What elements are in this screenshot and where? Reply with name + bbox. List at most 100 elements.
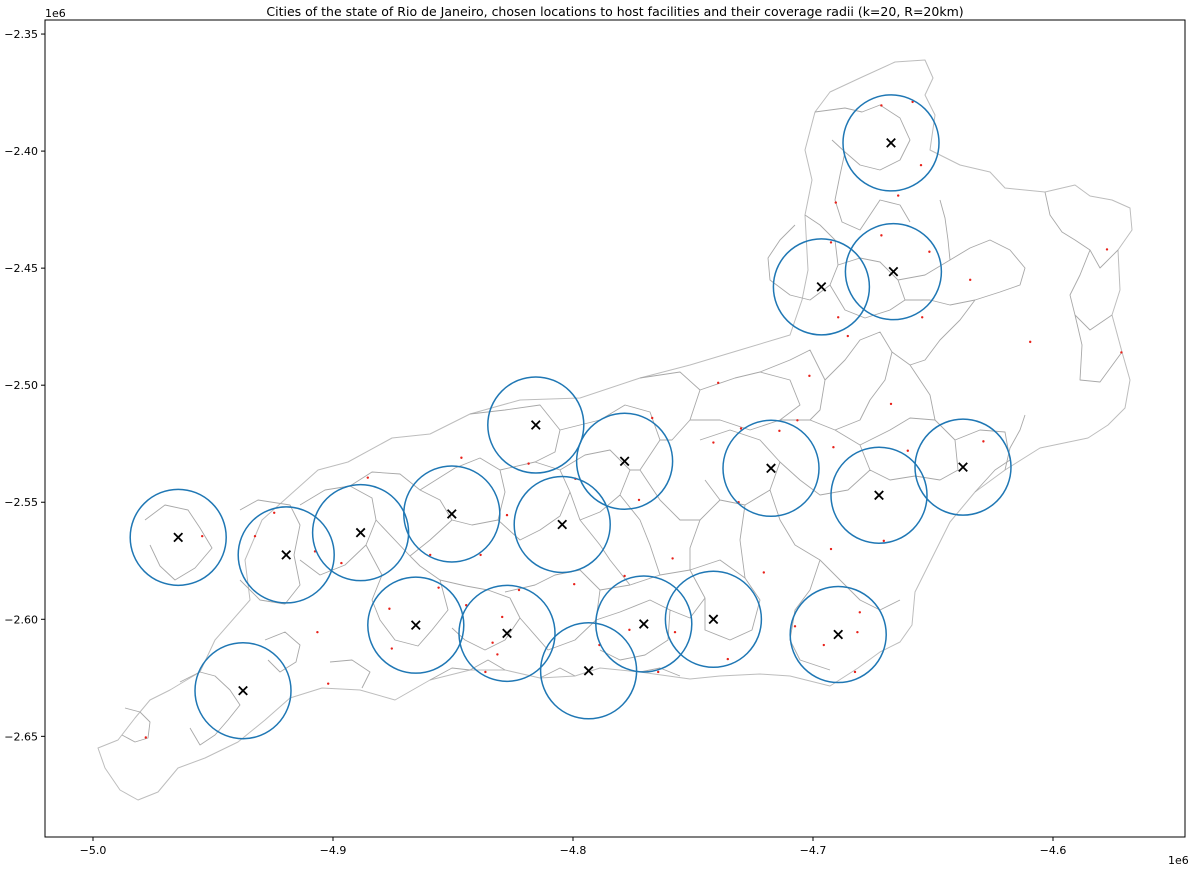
facility-marker-stroke xyxy=(502,628,512,639)
facility-marker xyxy=(766,463,776,474)
city-point xyxy=(573,582,576,586)
city-point xyxy=(1105,248,1109,251)
facility-marker xyxy=(874,490,884,501)
city-point xyxy=(793,625,797,628)
facility-marker xyxy=(958,462,968,472)
city-point xyxy=(460,456,463,459)
facility-marker-stroke xyxy=(708,614,719,625)
coverage-circle xyxy=(772,238,871,336)
border-lines-coast xyxy=(121,631,681,746)
facility-marker xyxy=(446,509,457,519)
city-points xyxy=(144,100,1123,739)
coverage-circle xyxy=(575,412,674,511)
city-point xyxy=(778,429,781,433)
city-point xyxy=(982,440,985,443)
facility-marker-stroke xyxy=(888,266,899,277)
city-point xyxy=(496,653,499,656)
facility-marker-stroke xyxy=(638,619,649,629)
city-point xyxy=(717,381,720,385)
city-point xyxy=(911,100,914,104)
facility-marker xyxy=(886,138,896,148)
y-tick-label: −2.60 xyxy=(4,613,38,626)
coverage-circle xyxy=(458,584,556,683)
coverage-circle xyxy=(367,576,465,674)
city-point xyxy=(327,682,330,685)
x-tick-label: −4.8 xyxy=(560,844,587,857)
coverage-circle xyxy=(539,622,638,720)
y-tick-label: −2.65 xyxy=(4,730,38,743)
facility-marker xyxy=(557,519,568,530)
facility-marker-stroke xyxy=(173,532,184,543)
coverage-circle xyxy=(789,585,887,684)
city-point xyxy=(808,374,811,378)
facility-marker xyxy=(281,550,292,560)
facility-marker xyxy=(583,665,594,676)
facility-marker xyxy=(638,619,649,629)
city-point xyxy=(856,630,859,634)
city-point xyxy=(517,588,521,592)
coverage-circle xyxy=(487,376,585,474)
city-point xyxy=(657,670,660,674)
x-axis: −5.0 −4.9 −4.8 −4.7 −4.6 xyxy=(80,837,1067,857)
facility-marker-stroke xyxy=(530,420,541,430)
facility-marker-stroke xyxy=(238,685,248,696)
city-point xyxy=(390,647,393,650)
city-point xyxy=(739,427,743,430)
city-point xyxy=(796,419,799,422)
coverage-radii xyxy=(129,94,1012,740)
city-point xyxy=(928,250,931,253)
border-lines-west xyxy=(144,331,1011,671)
y-tick-label: −2.35 xyxy=(4,28,38,41)
facility-marker xyxy=(888,266,899,277)
state-outline xyxy=(97,59,1133,801)
facility-marker xyxy=(619,456,630,467)
city-point xyxy=(880,104,883,107)
city-point xyxy=(1029,340,1032,344)
border-lines-north xyxy=(767,104,1123,471)
x-tick-label: −5.0 xyxy=(80,844,107,857)
municipality-borders xyxy=(97,59,1133,801)
city-point xyxy=(829,547,833,551)
city-point xyxy=(837,316,840,319)
facility-markers xyxy=(173,138,968,696)
city-point xyxy=(253,534,257,538)
plot-frame xyxy=(44,19,1186,838)
y-tick-label: −2.40 xyxy=(4,145,38,158)
facility-marker-stroke xyxy=(958,462,968,472)
chart-title: Cities of the state of Rio de Janeiro, c… xyxy=(266,4,963,19)
city-point xyxy=(144,736,147,739)
axes-frame xyxy=(44,19,1186,838)
y-axis-offset-label: 1e6 xyxy=(45,7,66,20)
city-point xyxy=(921,316,924,319)
city-point xyxy=(846,334,849,338)
city-point xyxy=(882,539,885,543)
coverage-circle xyxy=(914,418,1012,516)
x-tick-label: −4.6 xyxy=(1040,844,1067,857)
facility-marker xyxy=(410,620,421,631)
city-point xyxy=(429,553,432,557)
facility-marker xyxy=(833,629,844,640)
coverage-circle xyxy=(403,465,501,563)
x-axis-offset-label: 1e6 xyxy=(1168,854,1189,867)
coverage-circle xyxy=(311,483,410,582)
facility-marker-stroke xyxy=(886,138,896,148)
city-point xyxy=(623,574,626,578)
city-point xyxy=(829,241,833,244)
facility-marker-stroke xyxy=(446,509,457,519)
city-point xyxy=(762,571,765,574)
city-point xyxy=(484,670,487,674)
city-point xyxy=(651,416,654,420)
coverage-circle xyxy=(664,570,763,669)
city-point xyxy=(897,194,900,197)
city-point xyxy=(969,278,972,282)
city-point xyxy=(712,441,715,444)
city-point xyxy=(501,615,504,619)
coverage-circle xyxy=(129,488,227,587)
city-point xyxy=(628,628,631,632)
facility-marker-stroke xyxy=(766,463,776,474)
city-point xyxy=(880,234,883,237)
facility-marker-stroke xyxy=(410,620,421,631)
x-tick-label: −4.7 xyxy=(800,844,827,857)
facility-marker-stroke xyxy=(833,629,844,640)
